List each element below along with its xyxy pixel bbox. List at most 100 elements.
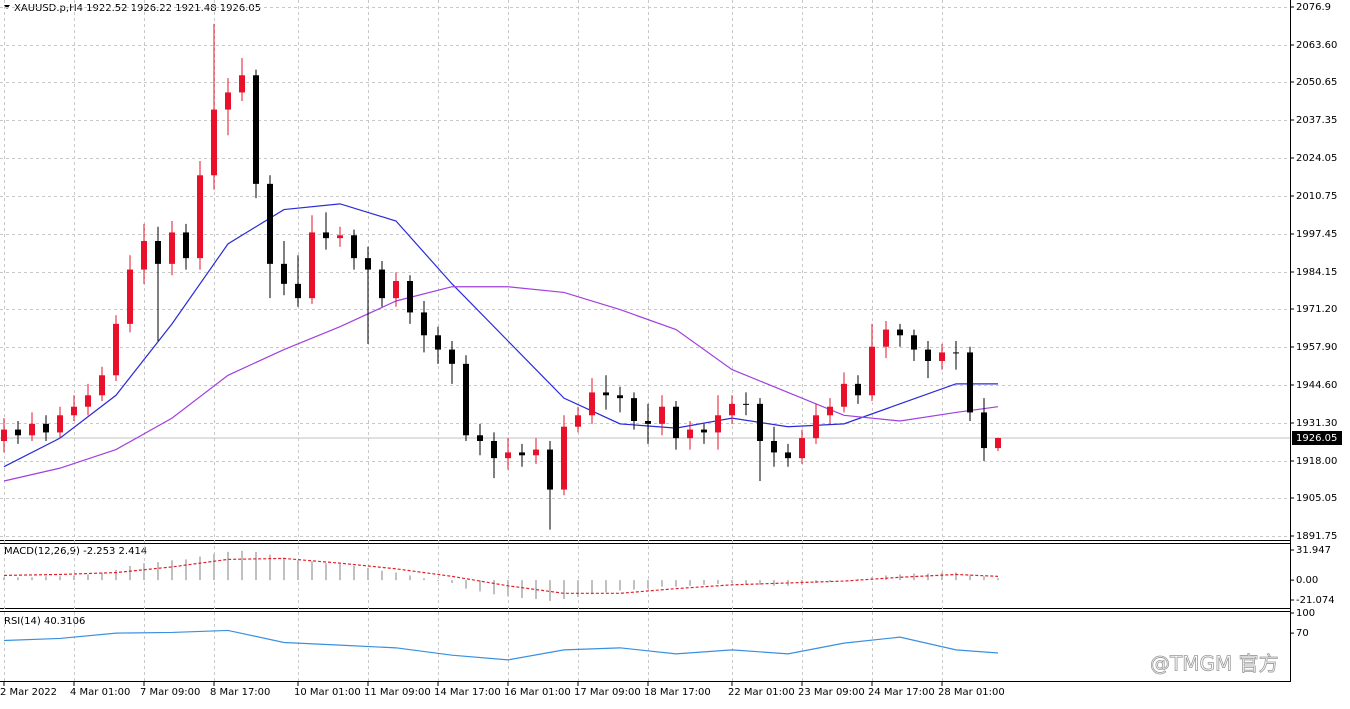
x-tick-label: 2 Mar 2022 [0,687,57,698]
candle-body [981,412,987,449]
candle-body [379,269,385,299]
candle-body [827,406,833,416]
macd-bar [423,578,425,581]
macd-bar [45,576,47,581]
macd-bar [969,575,971,581]
macd-bar [647,580,649,589]
y-tick-label: 1957.90 [1296,342,1337,353]
candle-body [295,283,301,299]
candle-body [505,452,511,459]
candle-body [43,423,49,433]
macd-bar [199,556,201,581]
candle-body [85,395,91,407]
candle-body [127,269,133,324]
candle-body [99,375,105,396]
last-price-box [1292,431,1342,445]
candle-body [561,426,567,490]
macd-bar [465,580,467,589]
macd-bar [633,580,635,590]
macd-bar [17,577,19,581]
macd-bar [479,580,481,592]
price-title: XAUUSD.p,H4 1922.52 1926.22 1921.48 1926… [14,3,261,14]
y-tick-label: 2037.35 [1296,115,1337,126]
y-tick-label: 2050.65 [1296,77,1337,88]
macd-bar [171,560,173,581]
candle-body [211,109,217,176]
candle-body [463,363,469,436]
candle-body [743,403,749,405]
y-tick-label: 1918.00 [1296,456,1337,467]
macd-bar [983,576,985,581]
candle-body [197,175,203,259]
y-tick-label: 1971.20 [1296,304,1337,315]
candle-body [855,383,861,396]
candle-body [239,75,245,93]
macd-bar [31,577,33,581]
candle-body [169,232,175,264]
macd-bar [311,561,313,581]
macd-bar [59,576,61,581]
macd-bar [437,580,439,582]
macd-bar [157,562,159,581]
candle-body [673,406,679,439]
candle-body [869,346,875,396]
y-tick-label: 100 [1296,608,1315,619]
x-tick-label: 16 Mar 01:00 [504,687,571,698]
y-tick-label: 2010.75 [1296,191,1337,202]
macd-bar [325,563,327,581]
candle-body [309,232,315,299]
candle-body [897,329,903,336]
candle-body [757,403,763,441]
candle-body [183,232,189,259]
macd-bar [339,564,341,581]
macd-bar [717,580,719,584]
candle-body [407,281,413,313]
candle-body [701,429,707,433]
candle-body [589,392,595,416]
y-tick-label: 1931.30 [1296,418,1337,429]
y-tick-label: 1984.15 [1296,267,1337,278]
candle-body [659,406,665,424]
candle-body [533,449,539,456]
candle-body [687,429,693,439]
y-tick-label: 1944.60 [1296,380,1337,391]
x-tick-label: 28 Mar 01:00 [938,687,1005,698]
macd-bar [773,580,775,586]
rsi-title: RSI(14) 40.3106 [4,616,85,627]
candle-body [225,92,231,110]
candle-body [1,429,7,441]
y-tick-label: 1891.75 [1296,531,1337,542]
candle-body [995,438,1001,449]
macd-bar [605,580,607,593]
macd-bar [745,580,747,584]
x-tick-label: 22 Mar 01:00 [728,687,795,698]
macd-bar [619,580,621,591]
candle-body [547,449,553,490]
candle-body [603,392,609,396]
macd-bar [87,574,89,581]
candle-body [15,429,21,436]
macd-bar [759,580,761,585]
macd-bar [73,575,75,581]
candle-body [925,349,931,361]
macd-bar [955,572,957,581]
macd-bar [185,559,187,581]
macd-bar [283,557,285,581]
y-tick-label: 1997.45 [1296,229,1337,240]
candle-body [337,235,343,239]
candle-body [491,441,497,459]
macd-bar [367,567,369,581]
macd-bar [353,565,355,581]
candle-body [645,421,651,424]
macd-bar [703,580,705,585]
x-tick-label: 24 Mar 17:00 [868,687,935,698]
macd-bar [563,580,565,599]
macd-bar [451,580,453,583]
macd-bar [101,572,103,581]
y-tick-label: -21.074 [1296,595,1335,606]
candle-body [57,415,63,433]
moving-average [3,203,998,468]
candle-body [71,406,77,416]
